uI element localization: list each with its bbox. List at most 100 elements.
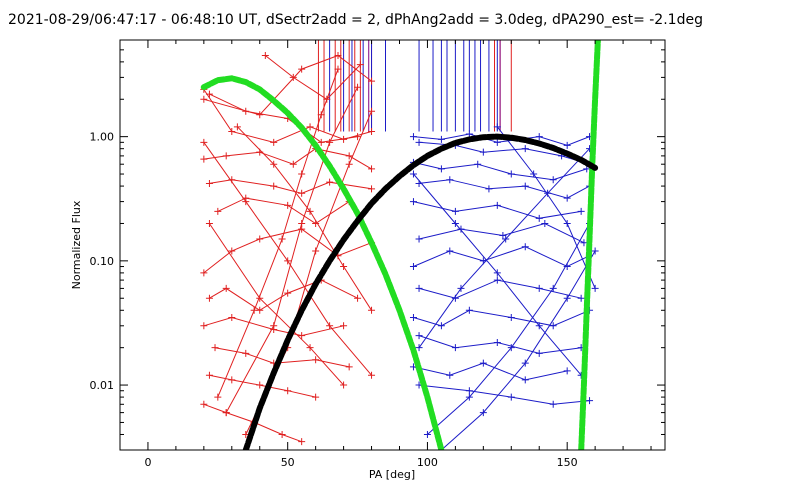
red-data-point xyxy=(270,138,278,146)
red-data-point xyxy=(200,322,208,330)
blue-series-line xyxy=(413,246,590,268)
red-data-point xyxy=(228,376,236,384)
green-fit-curve xyxy=(578,40,601,450)
red-data-point xyxy=(205,179,213,187)
blue-data-point xyxy=(563,294,571,302)
blue-data-point xyxy=(507,344,515,352)
blue-data-point xyxy=(535,349,543,357)
blue-data-point xyxy=(502,235,510,243)
red-data-point xyxy=(312,247,320,255)
red-data-point xyxy=(368,128,376,136)
red-data-point xyxy=(298,65,306,73)
red-data-point xyxy=(242,349,250,357)
blue-series-1 xyxy=(409,123,599,450)
red-data-point xyxy=(368,371,376,379)
red-data-point xyxy=(289,73,297,81)
blue-series-line xyxy=(413,309,590,327)
blue-data-point xyxy=(563,194,571,202)
red-data-point xyxy=(298,332,306,340)
blue-data-point xyxy=(549,322,557,330)
blue-data-point xyxy=(493,339,501,347)
blue-series-line xyxy=(413,161,587,181)
blue-series-line xyxy=(441,250,596,450)
red-data-point xyxy=(205,371,213,379)
red-data-point xyxy=(284,257,292,265)
red-data-point xyxy=(340,381,348,389)
red-data-point xyxy=(228,128,236,136)
red-data-point xyxy=(345,363,353,371)
y-tick-label: 0.10 xyxy=(90,255,115,268)
red-data-point xyxy=(228,313,236,321)
blue-series-line xyxy=(418,222,585,244)
blue-data-point xyxy=(544,189,552,197)
blue-data-point xyxy=(415,284,423,292)
y-tick-label: 1.00 xyxy=(90,131,115,144)
red-data-point xyxy=(289,160,297,168)
blue-data-point xyxy=(591,284,599,292)
red-data-point xyxy=(317,138,325,146)
blue-data-point xyxy=(409,313,417,321)
red-data-point xyxy=(354,133,362,141)
red-data-point xyxy=(306,344,314,352)
blue-series-line xyxy=(418,335,582,354)
red-data-point xyxy=(228,247,236,255)
red-data-point xyxy=(284,201,292,209)
blue-data-point xyxy=(451,219,459,227)
green-fit-curve xyxy=(200,75,445,450)
red-data-point xyxy=(200,95,208,103)
red-series-line xyxy=(217,68,339,398)
blue-data-point xyxy=(549,176,557,184)
blue-data-point xyxy=(409,263,417,271)
red-data-point xyxy=(270,182,278,190)
blue-data-point xyxy=(535,322,543,330)
blue-series-line xyxy=(413,362,568,381)
red-data-point xyxy=(356,61,364,69)
red-data-point xyxy=(284,289,292,297)
blue-data-point xyxy=(580,239,588,247)
red-data-point xyxy=(326,138,334,146)
red-data-point xyxy=(211,344,219,352)
blue-data-point xyxy=(507,170,515,178)
red-series-0 xyxy=(200,52,376,446)
blue-data-point xyxy=(530,170,538,178)
blue-data-point xyxy=(423,430,431,438)
green-series-2 xyxy=(200,75,445,450)
blue-data-point xyxy=(521,376,529,384)
blue-data-point xyxy=(415,344,423,352)
x-axis-label: PA [deg] xyxy=(369,468,415,481)
top-bars xyxy=(317,40,512,132)
blue-data-point xyxy=(591,247,599,255)
red-data-point xyxy=(306,123,314,131)
red-data-point xyxy=(354,83,362,91)
blue-data-point xyxy=(457,225,465,233)
red-data-point xyxy=(354,294,362,302)
red-series-line xyxy=(209,179,372,194)
blue-series-line xyxy=(418,148,590,348)
red-data-point xyxy=(270,160,278,168)
red-data-point xyxy=(205,219,213,227)
blue-data-point xyxy=(535,284,543,292)
red-data-point xyxy=(326,178,334,186)
blue-series-line xyxy=(419,179,590,199)
red-data-point xyxy=(298,219,306,227)
blue-data-point xyxy=(451,207,459,215)
red-data-point xyxy=(270,322,278,330)
x-tick-label: 150 xyxy=(557,456,578,469)
blue-data-point xyxy=(493,123,501,131)
y-axis-label: Normalized Flux xyxy=(70,200,83,289)
red-data-point xyxy=(340,263,348,271)
red-series-line xyxy=(208,223,344,386)
blue-data-point xyxy=(446,176,454,184)
blue-data-point xyxy=(409,198,417,206)
red-data-point xyxy=(205,90,213,98)
red-data-point xyxy=(256,235,264,243)
blue-data-point xyxy=(535,214,543,222)
blue-data-point xyxy=(583,165,591,173)
x-tick-label: 100 xyxy=(417,456,438,469)
red-data-point xyxy=(200,400,208,408)
blue-data-point xyxy=(457,284,465,292)
blue-data-point xyxy=(437,322,445,330)
blue-data-point xyxy=(465,306,473,314)
red-data-point xyxy=(278,235,286,243)
